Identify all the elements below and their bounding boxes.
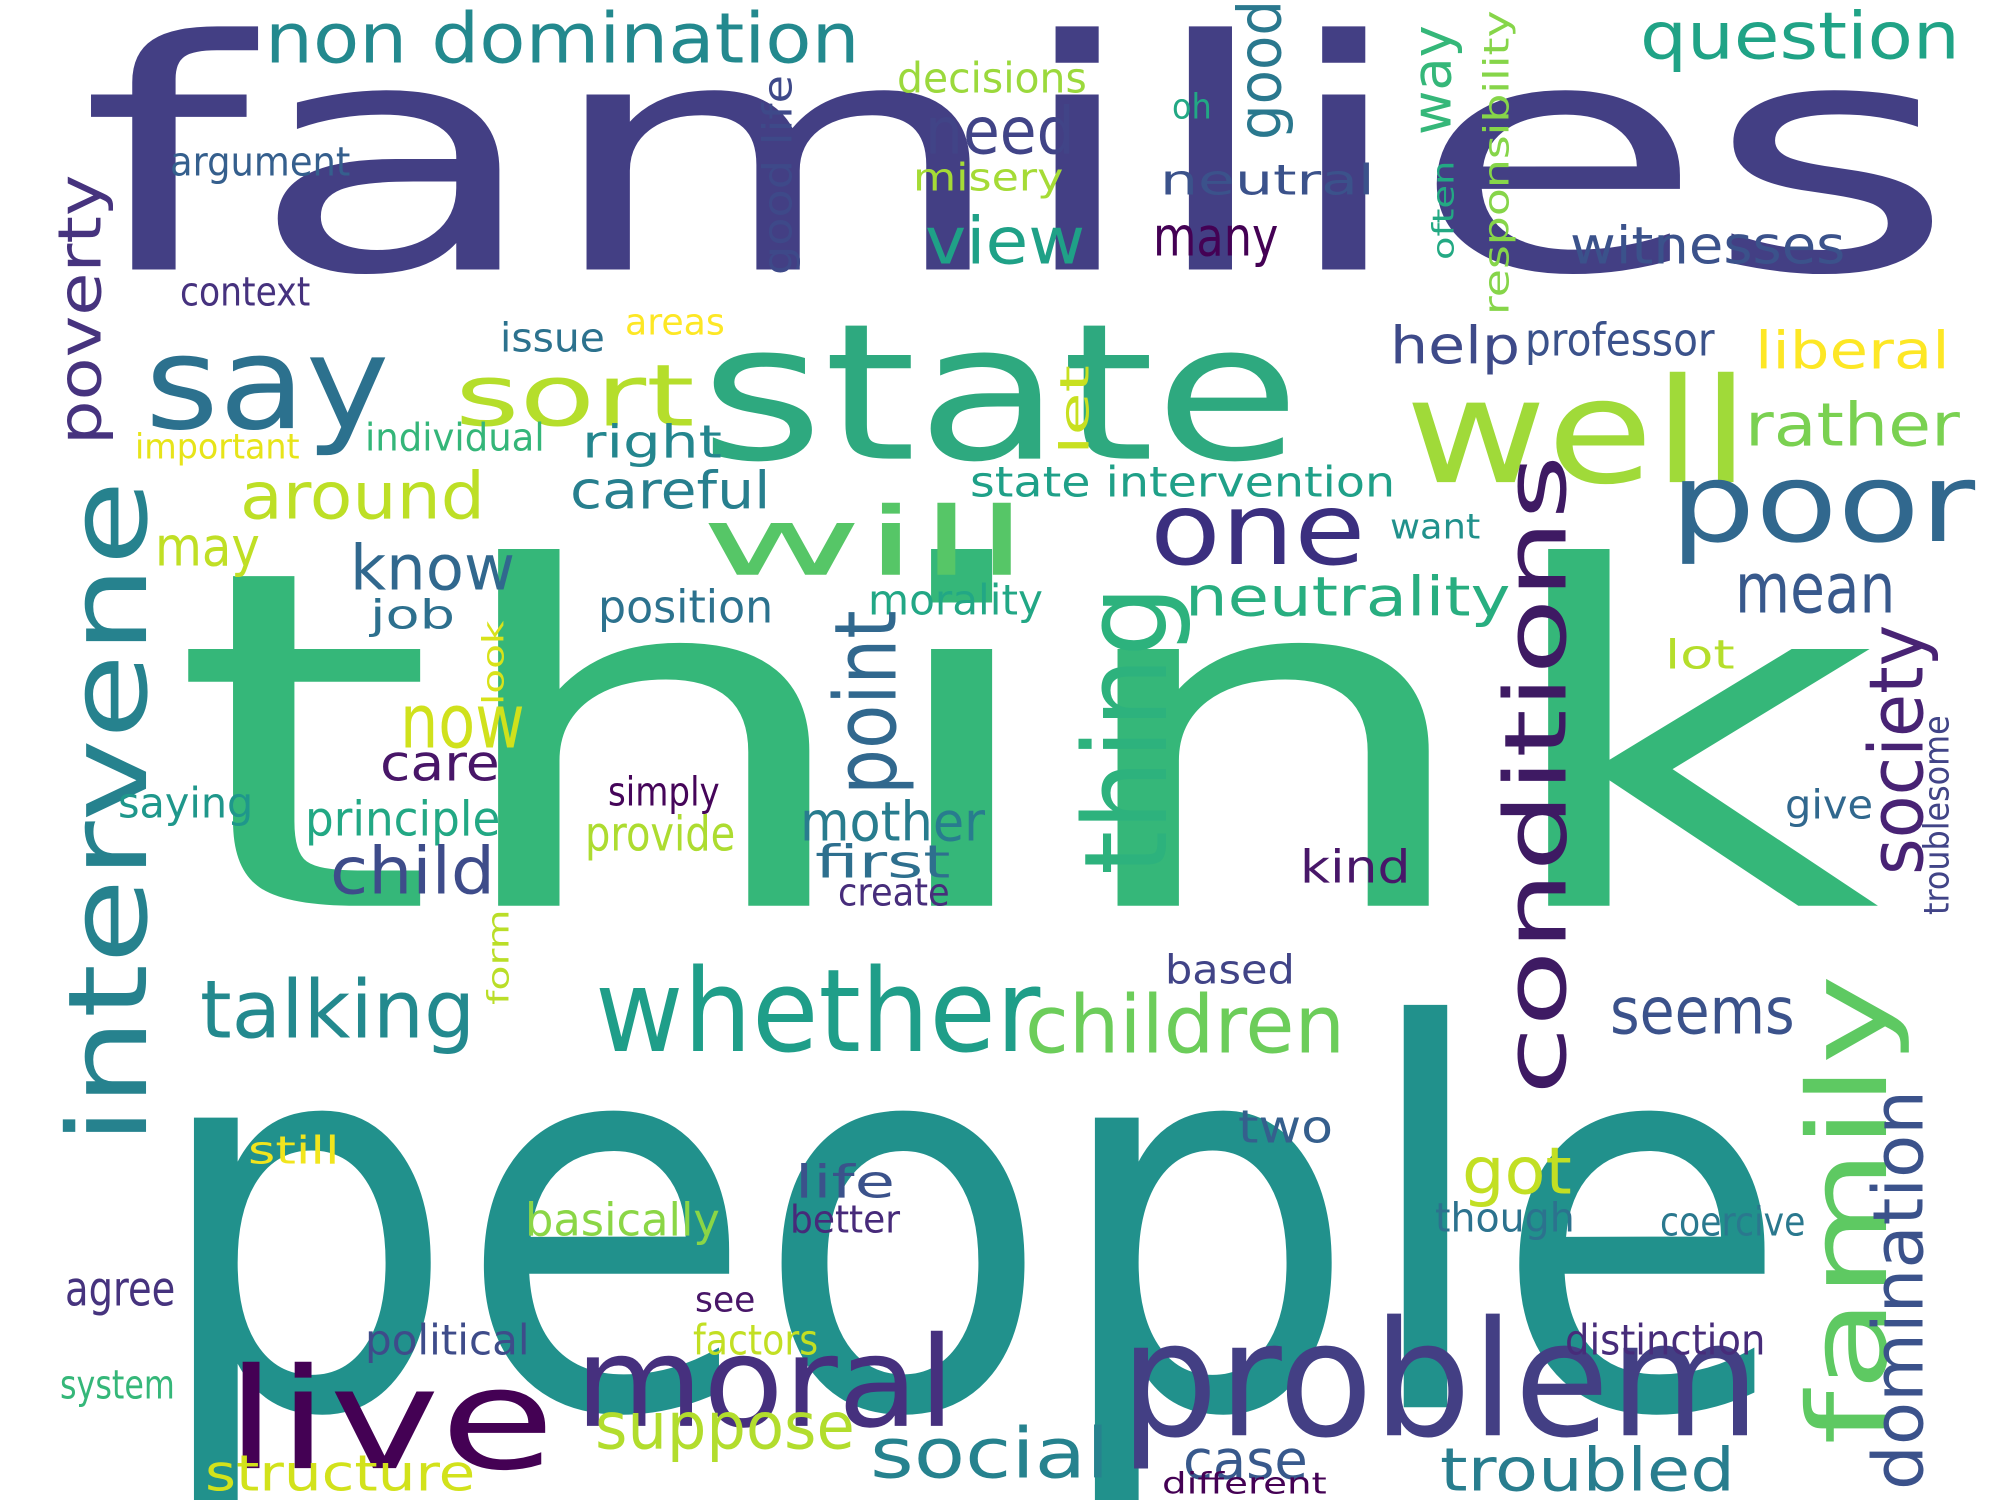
word-domination: domination bbox=[1859, 1089, 1940, 1490]
word-agree: agree bbox=[65, 1260, 176, 1317]
word-need: need bbox=[925, 94, 1075, 170]
word-help: help bbox=[1390, 315, 1521, 376]
word-people: people bbox=[150, 916, 1791, 1500]
word-mother: mother bbox=[800, 789, 986, 854]
word-form: form bbox=[482, 909, 516, 1005]
word-better: better bbox=[790, 1198, 901, 1242]
word-liberal: liberal bbox=[1755, 320, 1950, 381]
word-neutral: neutral bbox=[1160, 156, 1375, 205]
word-live: live bbox=[225, 1338, 556, 1500]
word-troubled: troubled bbox=[1440, 1435, 1735, 1500]
word-question: question bbox=[1640, 0, 1960, 75]
word-case: case bbox=[1183, 1427, 1308, 1492]
word-one: one bbox=[1150, 471, 1366, 588]
word-distinction: distinction bbox=[1565, 1316, 1766, 1365]
word-factors: factors bbox=[693, 1316, 819, 1365]
word-say: say bbox=[145, 308, 390, 460]
word-families: families bbox=[80, 0, 1956, 346]
word-often: often bbox=[1427, 160, 1461, 260]
word-individual: individual bbox=[365, 416, 545, 460]
word-though: though bbox=[1435, 1194, 1575, 1241]
word-mean: mean bbox=[1735, 549, 1896, 630]
word-issue: issue bbox=[500, 314, 605, 361]
word-neutrality: neutrality bbox=[1185, 564, 1511, 629]
word-problem: problem bbox=[1120, 1286, 1761, 1474]
word-way: way bbox=[1399, 25, 1464, 135]
word-system: system bbox=[60, 1361, 175, 1408]
word-see: see bbox=[695, 1279, 756, 1320]
word-think: think bbox=[170, 470, 1880, 1018]
word-talking: talking bbox=[200, 963, 476, 1057]
word-many: many bbox=[1153, 204, 1279, 269]
word-coercive: coercive bbox=[1660, 1198, 1806, 1245]
word-simply: simply bbox=[608, 768, 720, 815]
word-first: first bbox=[815, 836, 951, 889]
word-saying: saying bbox=[118, 779, 254, 828]
word-want: want bbox=[1390, 506, 1481, 547]
word-decisions: decisions bbox=[897, 54, 1087, 103]
word-create: create bbox=[838, 871, 950, 915]
word-context: context bbox=[180, 268, 311, 315]
word-social: social bbox=[870, 1414, 1110, 1495]
word-whether: whether bbox=[595, 945, 1041, 1079]
word-misery: misery bbox=[913, 156, 1064, 200]
word-view: view bbox=[925, 204, 1086, 280]
word-conditions: conditions bbox=[1487, 454, 1587, 1096]
word-important: important bbox=[135, 426, 300, 467]
word-two: two bbox=[1238, 1101, 1334, 1154]
word-right: right bbox=[582, 416, 723, 469]
word-poverty: poverty bbox=[45, 174, 115, 446]
word-point: point bbox=[817, 610, 917, 795]
word-state-intervention: state intervention bbox=[970, 458, 1396, 507]
word-witnesses: witnesses bbox=[1570, 215, 1846, 276]
word-different: different bbox=[1162, 1467, 1327, 1500]
word-responsibility: responsibility bbox=[1476, 10, 1517, 315]
word-good: good bbox=[1225, 0, 1295, 141]
word-principle: principle bbox=[305, 790, 501, 847]
word-kind: kind bbox=[1300, 841, 1411, 894]
word-careful: careful bbox=[570, 460, 771, 521]
word-position: position bbox=[598, 581, 774, 634]
word-may: may bbox=[155, 514, 260, 579]
word-rather: rather bbox=[1745, 390, 1960, 460]
word-morality: morality bbox=[868, 576, 1043, 625]
word-structure: structure bbox=[205, 1445, 476, 1500]
word-poor: poor bbox=[1670, 440, 1976, 568]
word-will: will bbox=[700, 486, 1030, 598]
word-let: let bbox=[1051, 365, 1098, 455]
word-life: life bbox=[795, 1156, 895, 1209]
word-provide: provide bbox=[585, 805, 736, 862]
word-non-domination: non domination bbox=[265, 0, 860, 80]
word-still: still bbox=[248, 1129, 340, 1173]
word-moral: moral bbox=[575, 1309, 956, 1456]
word-professor: professor bbox=[1525, 314, 1715, 367]
word-suppose: suppose bbox=[595, 1389, 855, 1465]
word-lot: lot bbox=[1665, 631, 1735, 678]
word-troublesome: troublesome bbox=[1916, 715, 1957, 915]
word-give: give bbox=[1785, 781, 1874, 828]
word-seems: seems bbox=[1610, 974, 1795, 1050]
word-state: state bbox=[700, 283, 1301, 505]
word-know: know bbox=[350, 533, 516, 605]
word-areas: areas bbox=[625, 301, 725, 344]
word-sort: sort bbox=[455, 347, 695, 447]
word-around: around bbox=[240, 459, 485, 535]
word-thing: thing bbox=[1060, 585, 1194, 875]
word-care: care bbox=[380, 735, 500, 793]
word-now: now bbox=[400, 678, 525, 766]
word-got: got bbox=[1462, 1134, 1572, 1210]
word-children: children bbox=[1025, 978, 1346, 1072]
word-good-life: good life bbox=[754, 74, 801, 275]
word-oh: oh bbox=[1172, 86, 1212, 127]
word-well: well bbox=[1405, 347, 1750, 517]
word-job: job bbox=[370, 591, 456, 638]
word-basically: basically bbox=[525, 1194, 720, 1247]
word-child: child bbox=[330, 834, 496, 910]
word-based: based bbox=[1165, 946, 1295, 993]
word-political: political bbox=[365, 1316, 530, 1365]
word-argument: argument bbox=[170, 138, 351, 185]
